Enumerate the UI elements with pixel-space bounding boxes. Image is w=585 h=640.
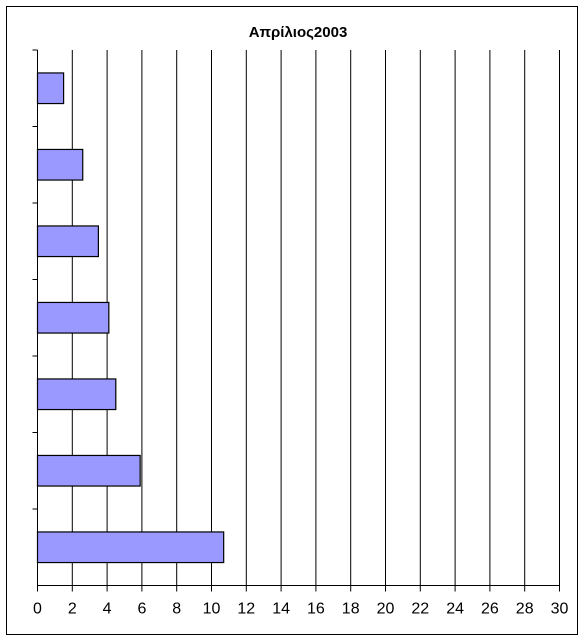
x-tick-label: 20 xyxy=(377,601,395,618)
x-tick-label: 0 xyxy=(33,601,42,618)
x-tick-label: 26 xyxy=(481,601,499,618)
x-tick-label: 10 xyxy=(203,601,221,618)
bar xyxy=(36,148,84,181)
bar xyxy=(36,454,141,487)
bar xyxy=(36,225,100,258)
x-tick-label: 30 xyxy=(551,601,569,618)
bar xyxy=(36,378,117,411)
x-tick-label: 28 xyxy=(516,601,534,618)
chart-title: Απρίλιος2003 xyxy=(249,24,348,41)
x-tick-label: 12 xyxy=(237,601,255,618)
x-tick-label: 14 xyxy=(272,601,290,618)
x-tick-label: 6 xyxy=(137,601,146,618)
x-tick-label: 2 xyxy=(68,601,77,618)
x-tick-label: 4 xyxy=(103,601,112,618)
x-tick-label: 8 xyxy=(172,601,181,618)
x-tick-label: 24 xyxy=(446,601,464,618)
bar xyxy=(36,301,110,334)
bar xyxy=(36,531,225,564)
x-tick-label: 22 xyxy=(411,601,429,618)
x-tick-label: 18 xyxy=(342,601,360,618)
x-tick-label: 16 xyxy=(307,601,325,618)
bar xyxy=(36,72,65,105)
